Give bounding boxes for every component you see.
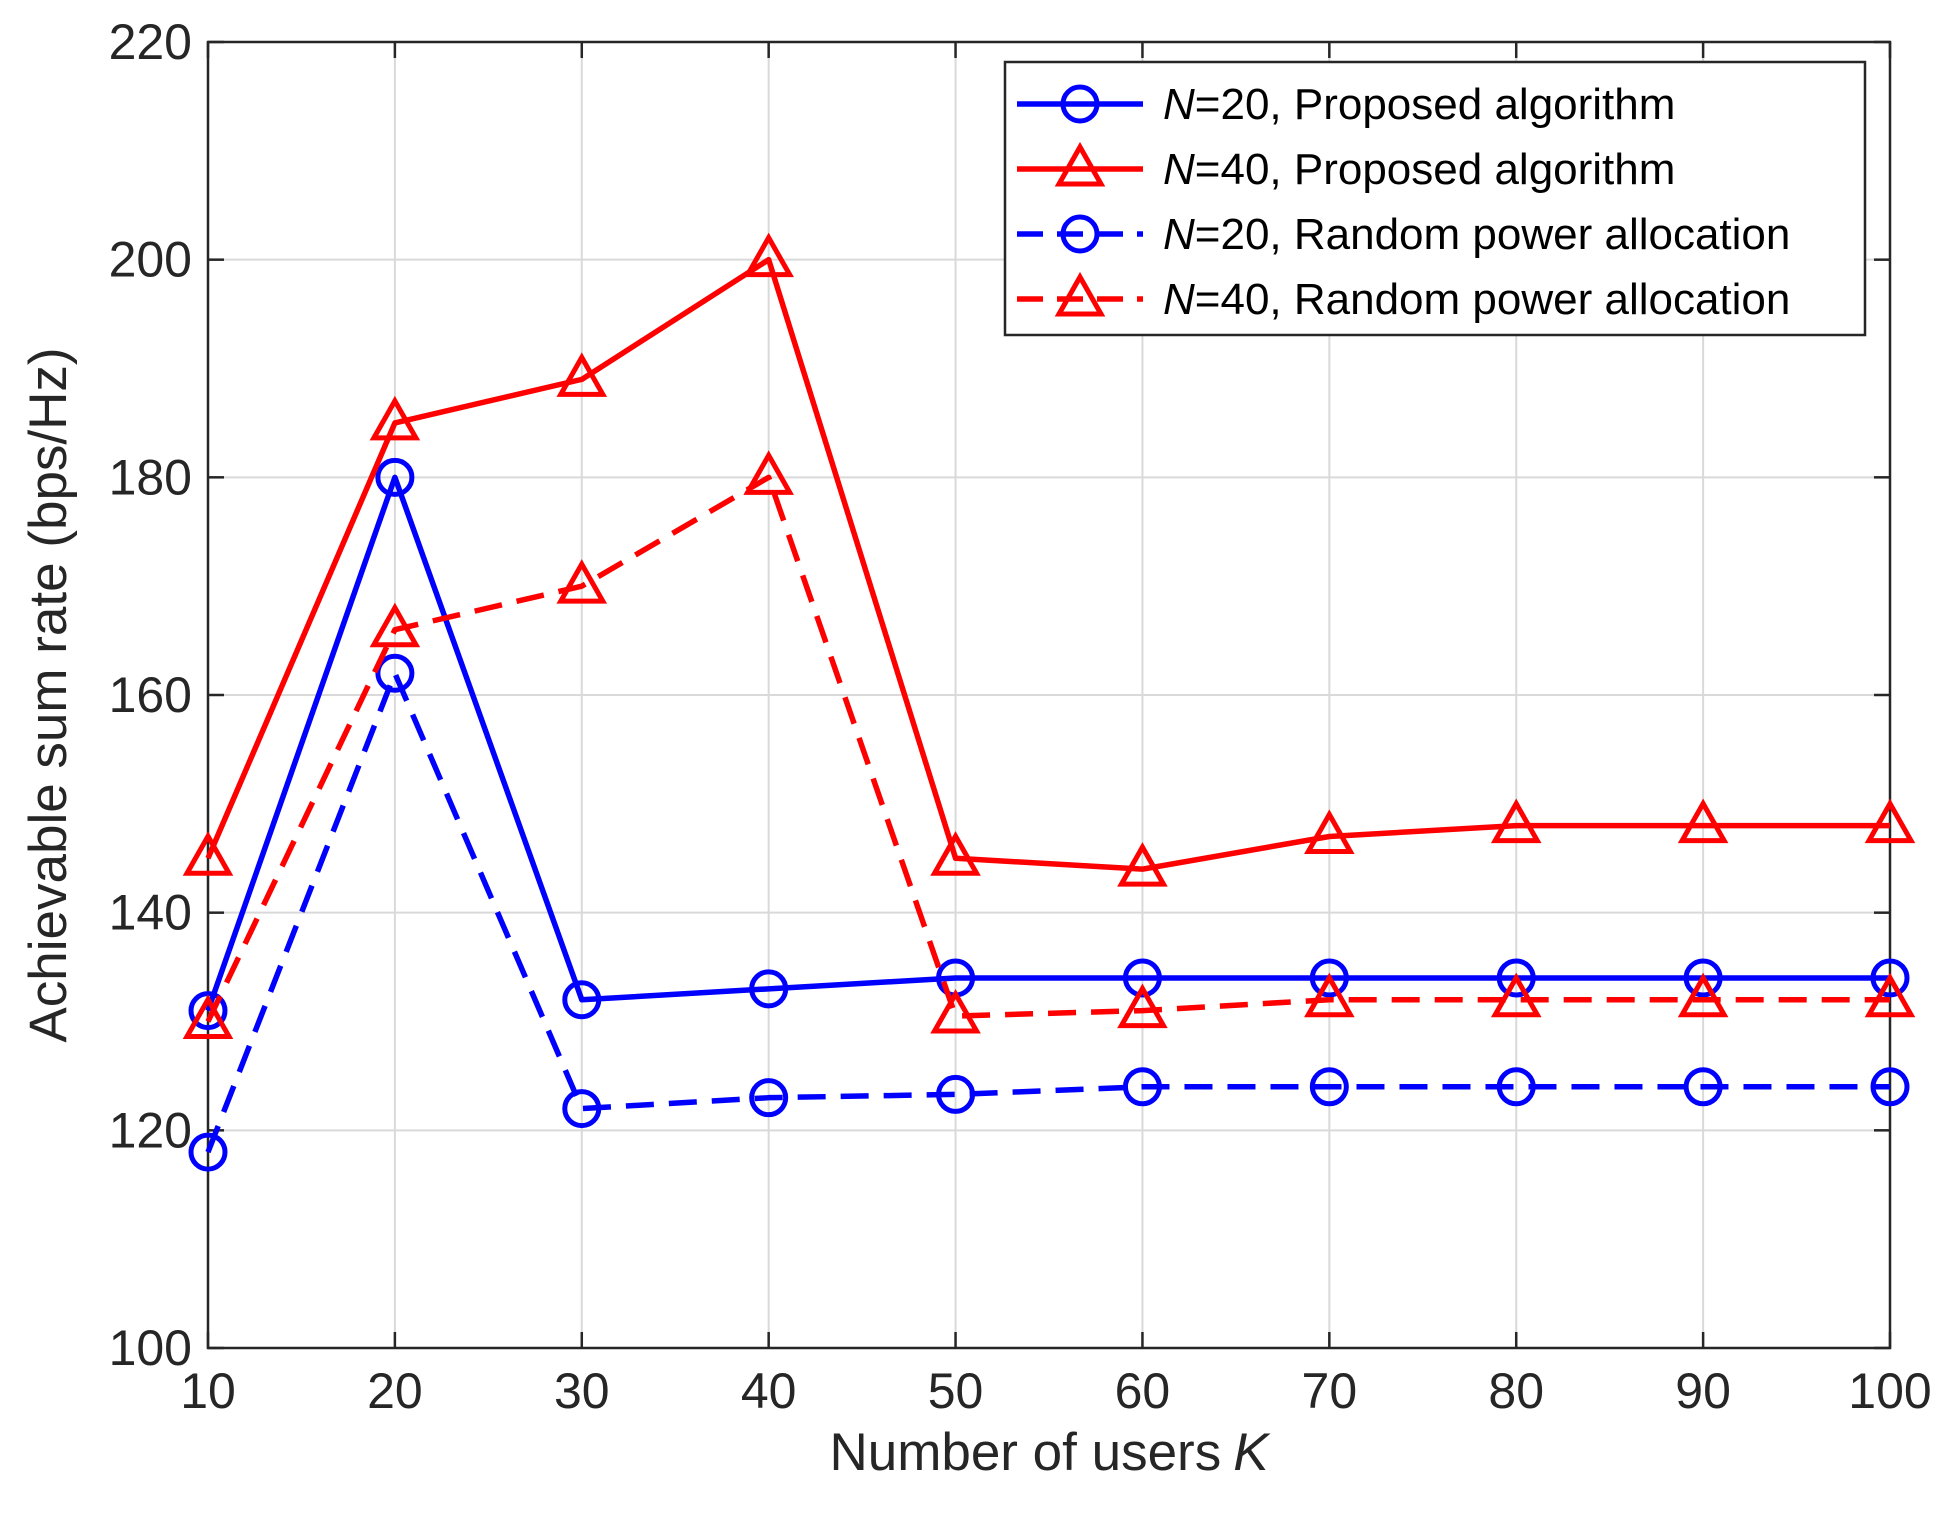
legend-swatch-marker (1060, 214, 1100, 254)
legend-item-3: N=20, Random power allocation (1017, 210, 1790, 259)
series-4-point (182, 994, 234, 1039)
series-1-point (1496, 958, 1536, 998)
x-axis-title-variable: K (1233, 1423, 1271, 1482)
series-4-point (1677, 972, 1729, 1018)
legend-label: N=20, Proposed algorithm (1163, 80, 1675, 129)
x-tick-label: 50 (928, 1363, 984, 1419)
series-2-point (369, 395, 421, 441)
y-tick-label: 100 (109, 1320, 192, 1376)
series-3-point (936, 1074, 976, 1114)
y-tick-label: 220 (109, 14, 192, 70)
legend-label-text: =40, Proposed algorithm (1195, 145, 1676, 194)
series-2-point (556, 352, 608, 397)
series-2-point (182, 831, 234, 876)
series-1-point (375, 457, 415, 497)
series-1-point (749, 969, 789, 1009)
y-tick-label: 160 (109, 667, 192, 723)
x-tick-label: 10 (180, 1363, 236, 1419)
series-2-line (205, 256, 1890, 872)
x-tick-label: 70 (1302, 1363, 1358, 1419)
series-4-point (556, 559, 608, 604)
series-1-point (1309, 958, 1349, 998)
legend-label-text: =20, Proposed algorithm (1195, 80, 1676, 129)
series-1-point (1122, 958, 1162, 998)
x-axis-title: Number of users K (829, 1423, 1271, 1482)
legend-box (1003, 60, 1867, 337)
series-4-point (369, 602, 421, 648)
series-2 (182, 232, 1916, 887)
legend-label-variable: N (1163, 210, 1195, 259)
series-3-point (562, 1089, 602, 1129)
series-3-point (1496, 1067, 1536, 1107)
legend-label-text: =40, Random power allocation (1195, 275, 1791, 324)
series-3 (188, 653, 1910, 1172)
series-1-point (1870, 958, 1910, 998)
series-3-point (1122, 1067, 1162, 1107)
legend-item-4: N=40, Random power allocation (1017, 271, 1790, 324)
y-axis-title: Achievable sum rate (bps/Hz) (19, 347, 78, 1042)
series-1-point (1683, 958, 1723, 998)
series-4-point (1864, 972, 1916, 1018)
series-3-point (188, 1132, 228, 1172)
x-tick-label: 20 (367, 1363, 423, 1419)
series-2-point (1117, 842, 1168, 887)
series-1-point (562, 980, 602, 1020)
series-2-point (1677, 798, 1729, 844)
series-2-point (1304, 809, 1355, 854)
series-1 (188, 457, 1910, 1031)
legend-label: N=40, Proposed algorithm (1163, 145, 1675, 194)
legend-label-variable: N (1163, 275, 1195, 324)
y-tick-label: 180 (109, 449, 192, 505)
series-3-point (1870, 1067, 1910, 1107)
legend-swatch-marker (1054, 271, 1106, 317)
x-axis-title-text: Number of users (829, 1423, 1221, 1482)
series-2-point (1864, 798, 1916, 844)
series-layer (182, 232, 1916, 1172)
series-1-line (205, 474, 1890, 1012)
series-4-point (743, 450, 794, 495)
x-tick-label: 100 (1848, 1363, 1931, 1419)
series-1-point (188, 991, 228, 1031)
x-tick-label: 40 (741, 1363, 797, 1419)
y-tick-label: 200 (109, 232, 192, 288)
series-4 (182, 450, 1916, 1039)
series-2-point (1490, 798, 1542, 844)
legend-item-1: N=20, Proposed algorithm (1017, 80, 1675, 129)
legend-label-text: =20, Random power allocation (1195, 210, 1791, 259)
x-tick-label: 30 (554, 1363, 610, 1419)
series-4-point (1304, 972, 1355, 1018)
series-2-point (930, 831, 981, 876)
legend-label-variable: N (1163, 145, 1195, 194)
series-4-point (1490, 972, 1542, 1018)
legend-label: N=40, Random power allocation (1163, 275, 1790, 324)
series-4-point (1117, 983, 1168, 1029)
axis-ticks: 10 20 30 40 50 60 70 80 90 100 100 120 140 160 180 200 2… (109, 14, 1932, 1419)
y-tick-label: 120 (109, 1102, 192, 1158)
series-4-point (930, 988, 981, 1034)
series-3-point (749, 1078, 789, 1118)
x-tick-label: 60 (1115, 1363, 1171, 1419)
legend-label-variable: N (1163, 80, 1195, 129)
series-2-point (743, 232, 794, 278)
y-tick-label: 140 (109, 885, 192, 941)
legend-label: N=20, Random power allocation (1163, 210, 1790, 259)
x-tick-label: 80 (1488, 1363, 1544, 1419)
series-3-line (205, 670, 1890, 1154)
series-4-line (205, 474, 1890, 1023)
series-3-point (1309, 1067, 1349, 1107)
series-3-point (1683, 1067, 1723, 1107)
legend-swatch-marker (1054, 141, 1106, 187)
x-tick-label: 90 (1675, 1363, 1731, 1419)
legend-swatch-marker (1060, 84, 1100, 124)
legend-item-2: N=40, Proposed algorithm (1017, 141, 1675, 194)
series-3-point (375, 653, 415, 693)
